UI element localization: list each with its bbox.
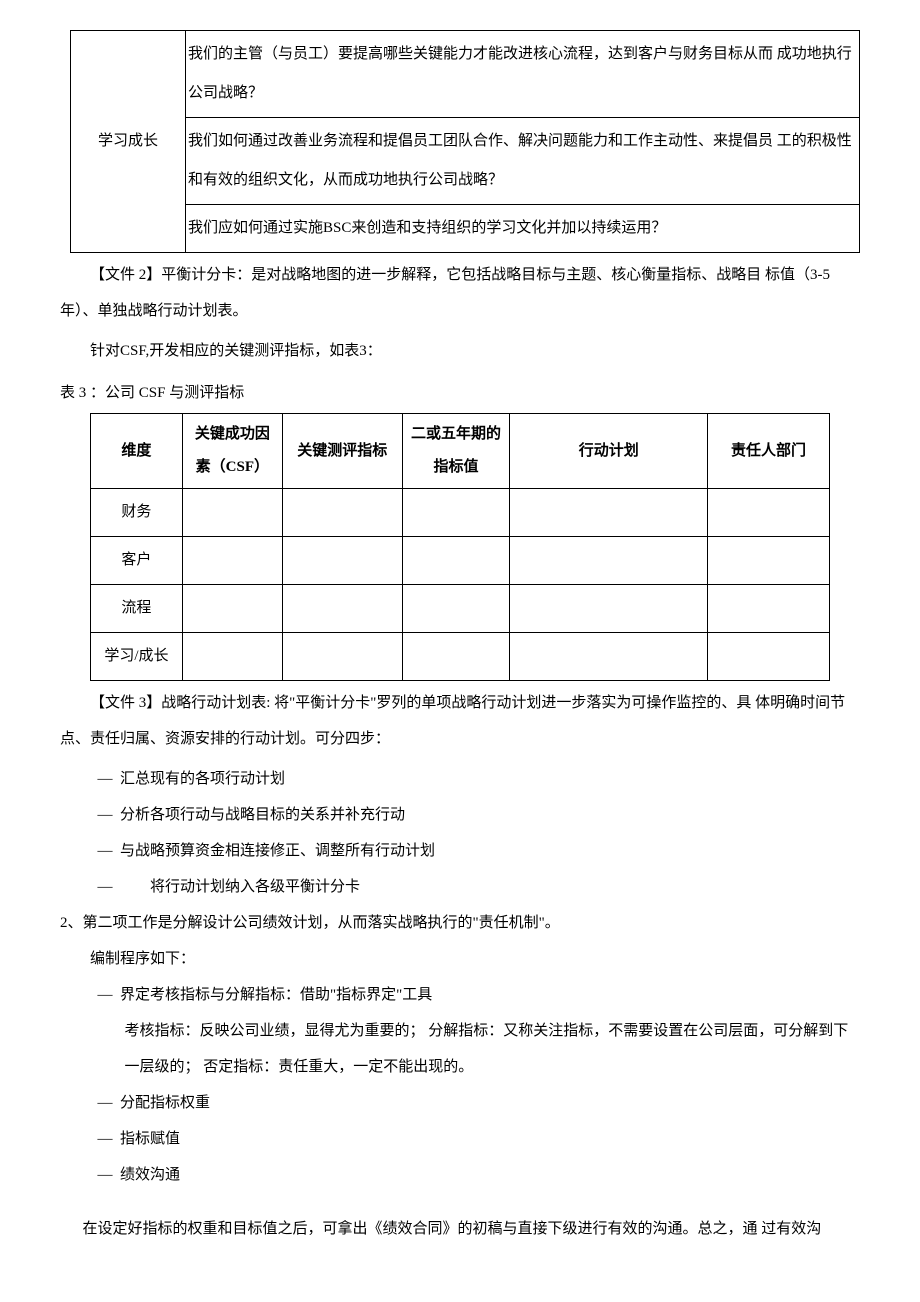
numbered-item: 2、第二项工作是分解设计公司绩效计划，从而落实战略执行的"责任机制"。	[60, 905, 860, 941]
table3-header-csf: 关键成功因素（CSF）	[182, 414, 282, 489]
list-item: —指标赋值	[98, 1121, 861, 1157]
table3-cell-dim: 学习/成长	[91, 633, 183, 681]
table-row: 财务	[91, 489, 830, 537]
table3-cell	[402, 585, 510, 633]
table3-header-dimension: 维度	[91, 414, 183, 489]
table3-cell-dim: 客户	[91, 537, 183, 585]
table3-header-action: 行动计划	[510, 414, 708, 489]
list-text: 分配指标权重	[120, 1095, 210, 1111]
table-csf-metrics: 维度 关键成功因素（CSF） 关键测评指标 二或五年期的指标值 行动计划 责任人…	[90, 413, 830, 681]
table-row: 流程	[91, 585, 830, 633]
table1-row-1: 我们的主管（与员工）要提高哪些关键能力才能改进核心流程，达到客户与财务目标从而 …	[186, 31, 860, 118]
list-text: 将行动计划纳入各级平衡计分卡	[150, 879, 360, 895]
table3-cell-dim: 财务	[91, 489, 183, 537]
table1-row-3: 我们应如何通过实施BSC来创造和支持组织的学习文化并加以持续运用？	[186, 205, 860, 253]
list-item: —与战略预算资金相连接修正、调整所有行动计划	[98, 833, 861, 869]
table3-cell	[510, 489, 708, 537]
sub-text: 考核指标：反映公司业绩，显得尤为重要的； 分解指标：又称关注指标，不需要设置在公…	[125, 1013, 861, 1085]
table3-cell	[510, 633, 708, 681]
list-item: —界定考核指标与分解指标：借助"指标界定"工具	[98, 977, 861, 1013]
table3-cell	[282, 633, 402, 681]
list-item: —汇总现有的各项行动计划	[98, 761, 861, 797]
table-row: 学习/成长	[91, 633, 830, 681]
table3-cell	[182, 537, 282, 585]
table3-cell-dim: 流程	[91, 585, 183, 633]
table3-cell	[402, 633, 510, 681]
table3-cell	[282, 537, 402, 585]
table3-cell	[282, 489, 402, 537]
table3-caption: 表 3 ：公司 CSF 与测评指标	[60, 375, 860, 411]
table3-cell	[182, 489, 282, 537]
list-text: 绩效沟通	[120, 1167, 180, 1183]
list-item: —将行动计划纳入各级平衡计分卡	[98, 869, 861, 905]
table3-cell	[708, 585, 830, 633]
table3-cell	[402, 489, 510, 537]
table-row: 客户	[91, 537, 830, 585]
table3-cell	[182, 633, 282, 681]
table3-header-metric: 关键测评指标	[282, 414, 402, 489]
list-item: —分配指标权重	[98, 1085, 861, 1121]
table3-header-target: 二或五年期的指标值	[402, 414, 510, 489]
table1-row-2: 我们如何通过改善业务流程和提倡员工团队合作、解决问题能力和工作主动性、来提倡员 …	[186, 118, 860, 205]
table3-cell	[182, 585, 282, 633]
final-paragraph: 在设定好指标的权重和目标值之后，可拿出《绩效合同》的初稿与直接下级进行有效的沟通…	[83, 1211, 861, 1247]
table3-header-owner: 责任人部门	[708, 414, 830, 489]
table1-row-label: 学习成长	[71, 31, 186, 253]
list-text: 界定考核指标与分解指标：借助"指标界定"工具	[120, 987, 432, 1003]
paragraph-file3: 【文件 3】战略行动计划表: 将"平衡计分卡"罗列的单项战略行动计划进一步落实为…	[60, 685, 860, 757]
table3-cell	[510, 585, 708, 633]
table3-cell	[510, 537, 708, 585]
paragraph-csf: 针对CSF,开发相应的关键测评指标，如表3：	[60, 333, 860, 369]
list-text: 分析各项行动与战略目标的关系并补充行动	[120, 807, 405, 823]
paragraph-file2: 【文件 2】平衡计分卡：是对战略地图的进一步解释，它包括战略目标与主题、核心衡量…	[60, 257, 860, 329]
list-text: 指标赋值	[120, 1131, 180, 1147]
table3-cell	[282, 585, 402, 633]
list-text: 汇总现有的各项行动计划	[120, 771, 285, 787]
list-text: 与战略预算资金相连接修正、调整所有行动计划	[120, 843, 435, 859]
list-item: —绩效沟通	[98, 1157, 861, 1193]
list-item: —分析各项行动与战略目标的关系并补充行动	[98, 797, 861, 833]
table3-cell	[708, 537, 830, 585]
table-learning-growth: 学习成长 我们的主管（与员工）要提高哪些关键能力才能改进核心流程，达到客户与财务…	[70, 30, 860, 253]
table3-cell	[708, 489, 830, 537]
table3-cell	[402, 537, 510, 585]
program-intro: 编制程序如下：	[90, 941, 860, 977]
table3-cell	[708, 633, 830, 681]
